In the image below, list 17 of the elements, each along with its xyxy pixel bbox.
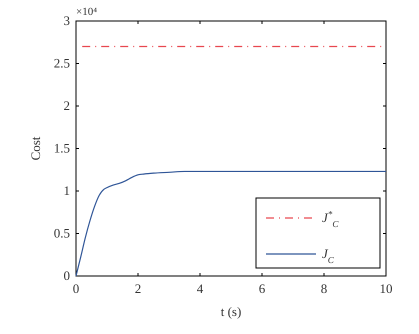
y-tick-label: 1.5	[54, 140, 70, 156]
y-tick-label: 2.5	[54, 56, 70, 70]
y-tick-label: 0	[64, 268, 70, 283]
text: ×10⁴	[76, 6, 98, 18]
x-axis-title: t (s)	[220, 304, 242, 319]
line-series	[75, 170, 387, 277]
x-tick-label: 4	[196, 281, 204, 296]
x-tick-label: 10	[380, 281, 392, 296]
legend-label: J$_{C}$	[322, 246, 335, 265]
y-tick-label: 0.5	[54, 226, 70, 240]
y-tick-label: 1	[64, 183, 70, 198]
x-tick-label: 2	[134, 281, 142, 296]
y-tick-label: 3	[64, 13, 70, 28]
y-axis-title: Cost	[28, 136, 43, 160]
y-tick-label: 2	[64, 98, 70, 113]
x-tick-label: 6	[258, 281, 266, 296]
x-tick-label: 8	[320, 281, 328, 296]
